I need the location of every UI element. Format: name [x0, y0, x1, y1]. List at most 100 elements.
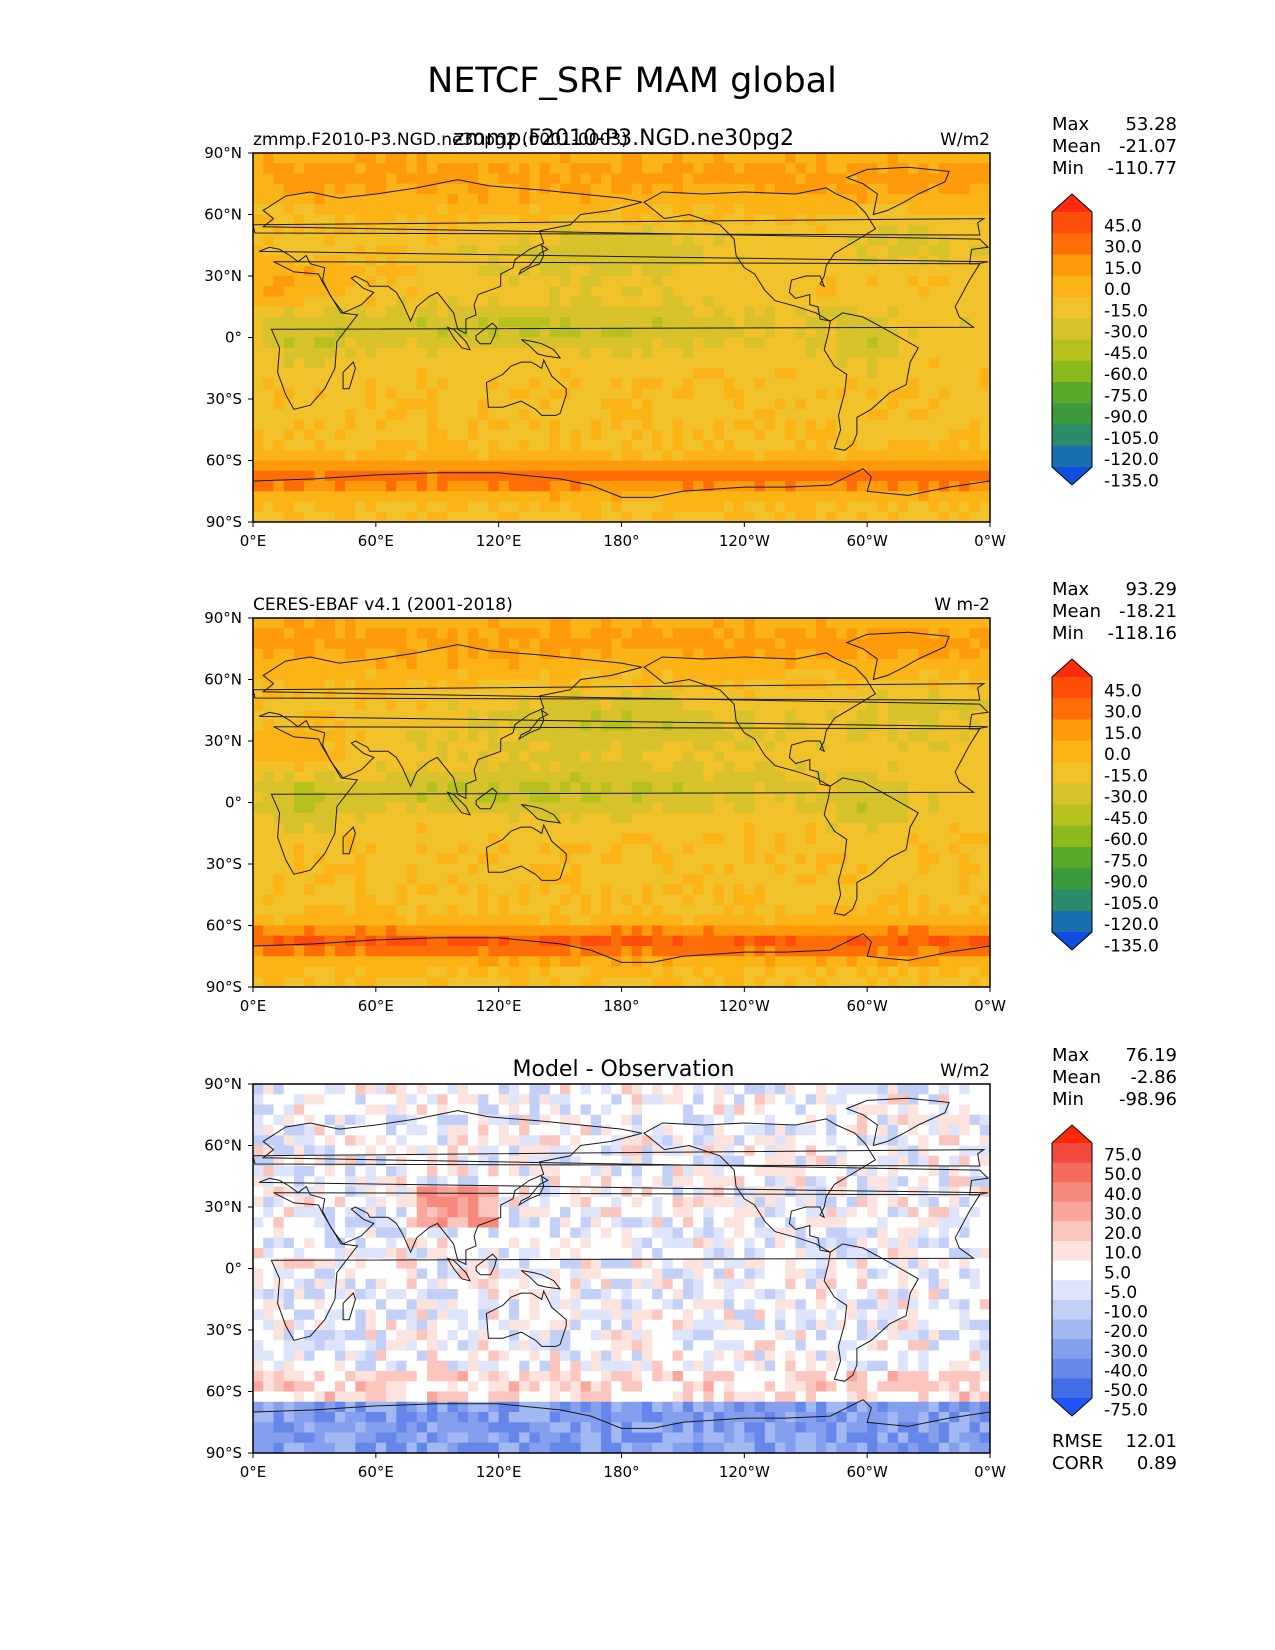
field-cell: [334, 700, 346, 711]
field-cell: [949, 450, 960, 462]
field-cell: [263, 853, 275, 865]
field-cell: [519, 347, 530, 359]
field-cell: [560, 802, 571, 814]
field-cell: [314, 419, 326, 431]
field-cell: [365, 245, 377, 257]
field-cell: [314, 481, 326, 492]
field-cell: [785, 317, 797, 328]
field-cell: [447, 255, 459, 267]
field-cell: [795, 638, 807, 650]
field-cell: [314, 730, 326, 742]
field-cell: [590, 638, 602, 650]
field-cell: [928, 368, 940, 380]
field-cell: [815, 689, 827, 701]
field-cell: [631, 440, 643, 451]
field-cell: [918, 183, 930, 195]
field-cell: [754, 183, 766, 195]
field-cell: [641, 700, 653, 711]
field-cell: [815, 440, 827, 451]
field-cell: [662, 214, 674, 226]
field-cell: [580, 419, 592, 431]
field-cell: [427, 440, 438, 451]
field-cell: [836, 337, 848, 349]
field-cell: [979, 659, 990, 670]
field-cell: [959, 700, 971, 711]
field-cell: [560, 358, 571, 369]
field-cell: [775, 915, 786, 927]
field-cell: [590, 347, 602, 359]
field-cell: [519, 163, 530, 175]
field-cell: [396, 194, 408, 205]
colorbar-level-label: -105.0: [1104, 429, 1159, 449]
field-cell: [396, 163, 408, 175]
field-cell: [498, 700, 510, 711]
field-cell: [263, 915, 275, 927]
field-cell: [304, 782, 316, 793]
field-cell: [682, 720, 694, 732]
field-cell: [693, 905, 704, 916]
field-cell: [396, 812, 408, 824]
field-cell: [949, 204, 960, 216]
field-cell: [539, 337, 551, 349]
field-cell: [345, 440, 356, 451]
field-cell: [713, 894, 725, 906]
field-cell: [478, 265, 490, 277]
field-cell: [263, 843, 275, 855]
field-cell: [734, 204, 745, 216]
field-cell: [826, 771, 838, 783]
field-cell: [887, 730, 899, 742]
field-cell: [580, 501, 592, 513]
field-cell: [641, 874, 653, 886]
field-cell: [253, 368, 264, 380]
field-cell: [744, 419, 756, 431]
field-cell: [938, 265, 950, 277]
field-cell: [908, 782, 919, 793]
field-cell: [355, 419, 367, 431]
field-cell: [846, 368, 858, 380]
field-cell: [641, 368, 653, 380]
field-cell: [621, 782, 633, 793]
field-cell: [754, 935, 766, 947]
field-cell: [283, 337, 295, 349]
field-cell: [539, 296, 551, 308]
field-cell: [795, 399, 807, 410]
field-cell: [457, 491, 469, 503]
field-cell: [723, 648, 735, 660]
field-cell: [447, 925, 459, 937]
field-cell: [897, 460, 909, 472]
field-cell: [775, 648, 786, 660]
field-cell: [263, 183, 275, 195]
field-cell: [877, 235, 889, 246]
field-cell: [928, 700, 940, 711]
field-cell: [662, 419, 674, 431]
field-cell: [887, 481, 899, 492]
field-cell: [386, 823, 397, 834]
field-cell: [273, 761, 285, 773]
field-cell: [345, 628, 356, 640]
field-cell: [427, 491, 438, 503]
field-cell: [488, 194, 500, 205]
field-cell: [529, 153, 541, 164]
field-cell: [324, 751, 336, 763]
field-cell: [488, 337, 500, 349]
field-cell: [918, 771, 930, 783]
field-cell: [795, 782, 807, 793]
field-cell: [693, 741, 704, 752]
field-cell: [979, 648, 990, 660]
field-cell: [447, 429, 459, 441]
field-cell: [836, 245, 848, 257]
field-cell: [764, 491, 776, 503]
field-cell: [621, 730, 633, 742]
field-cell: [273, 659, 285, 670]
field-cell: [386, 429, 397, 441]
field-cell: [457, 833, 469, 845]
field-cell: [386, 265, 397, 277]
field-cell: [775, 358, 786, 369]
field-cell: [918, 378, 930, 390]
field-cell: [529, 296, 541, 308]
field-cell: [253, 894, 264, 906]
field-cell: [734, 628, 745, 640]
field-cell: [652, 659, 664, 670]
field-cell: [969, 638, 981, 650]
field-cell: [764, 843, 776, 855]
